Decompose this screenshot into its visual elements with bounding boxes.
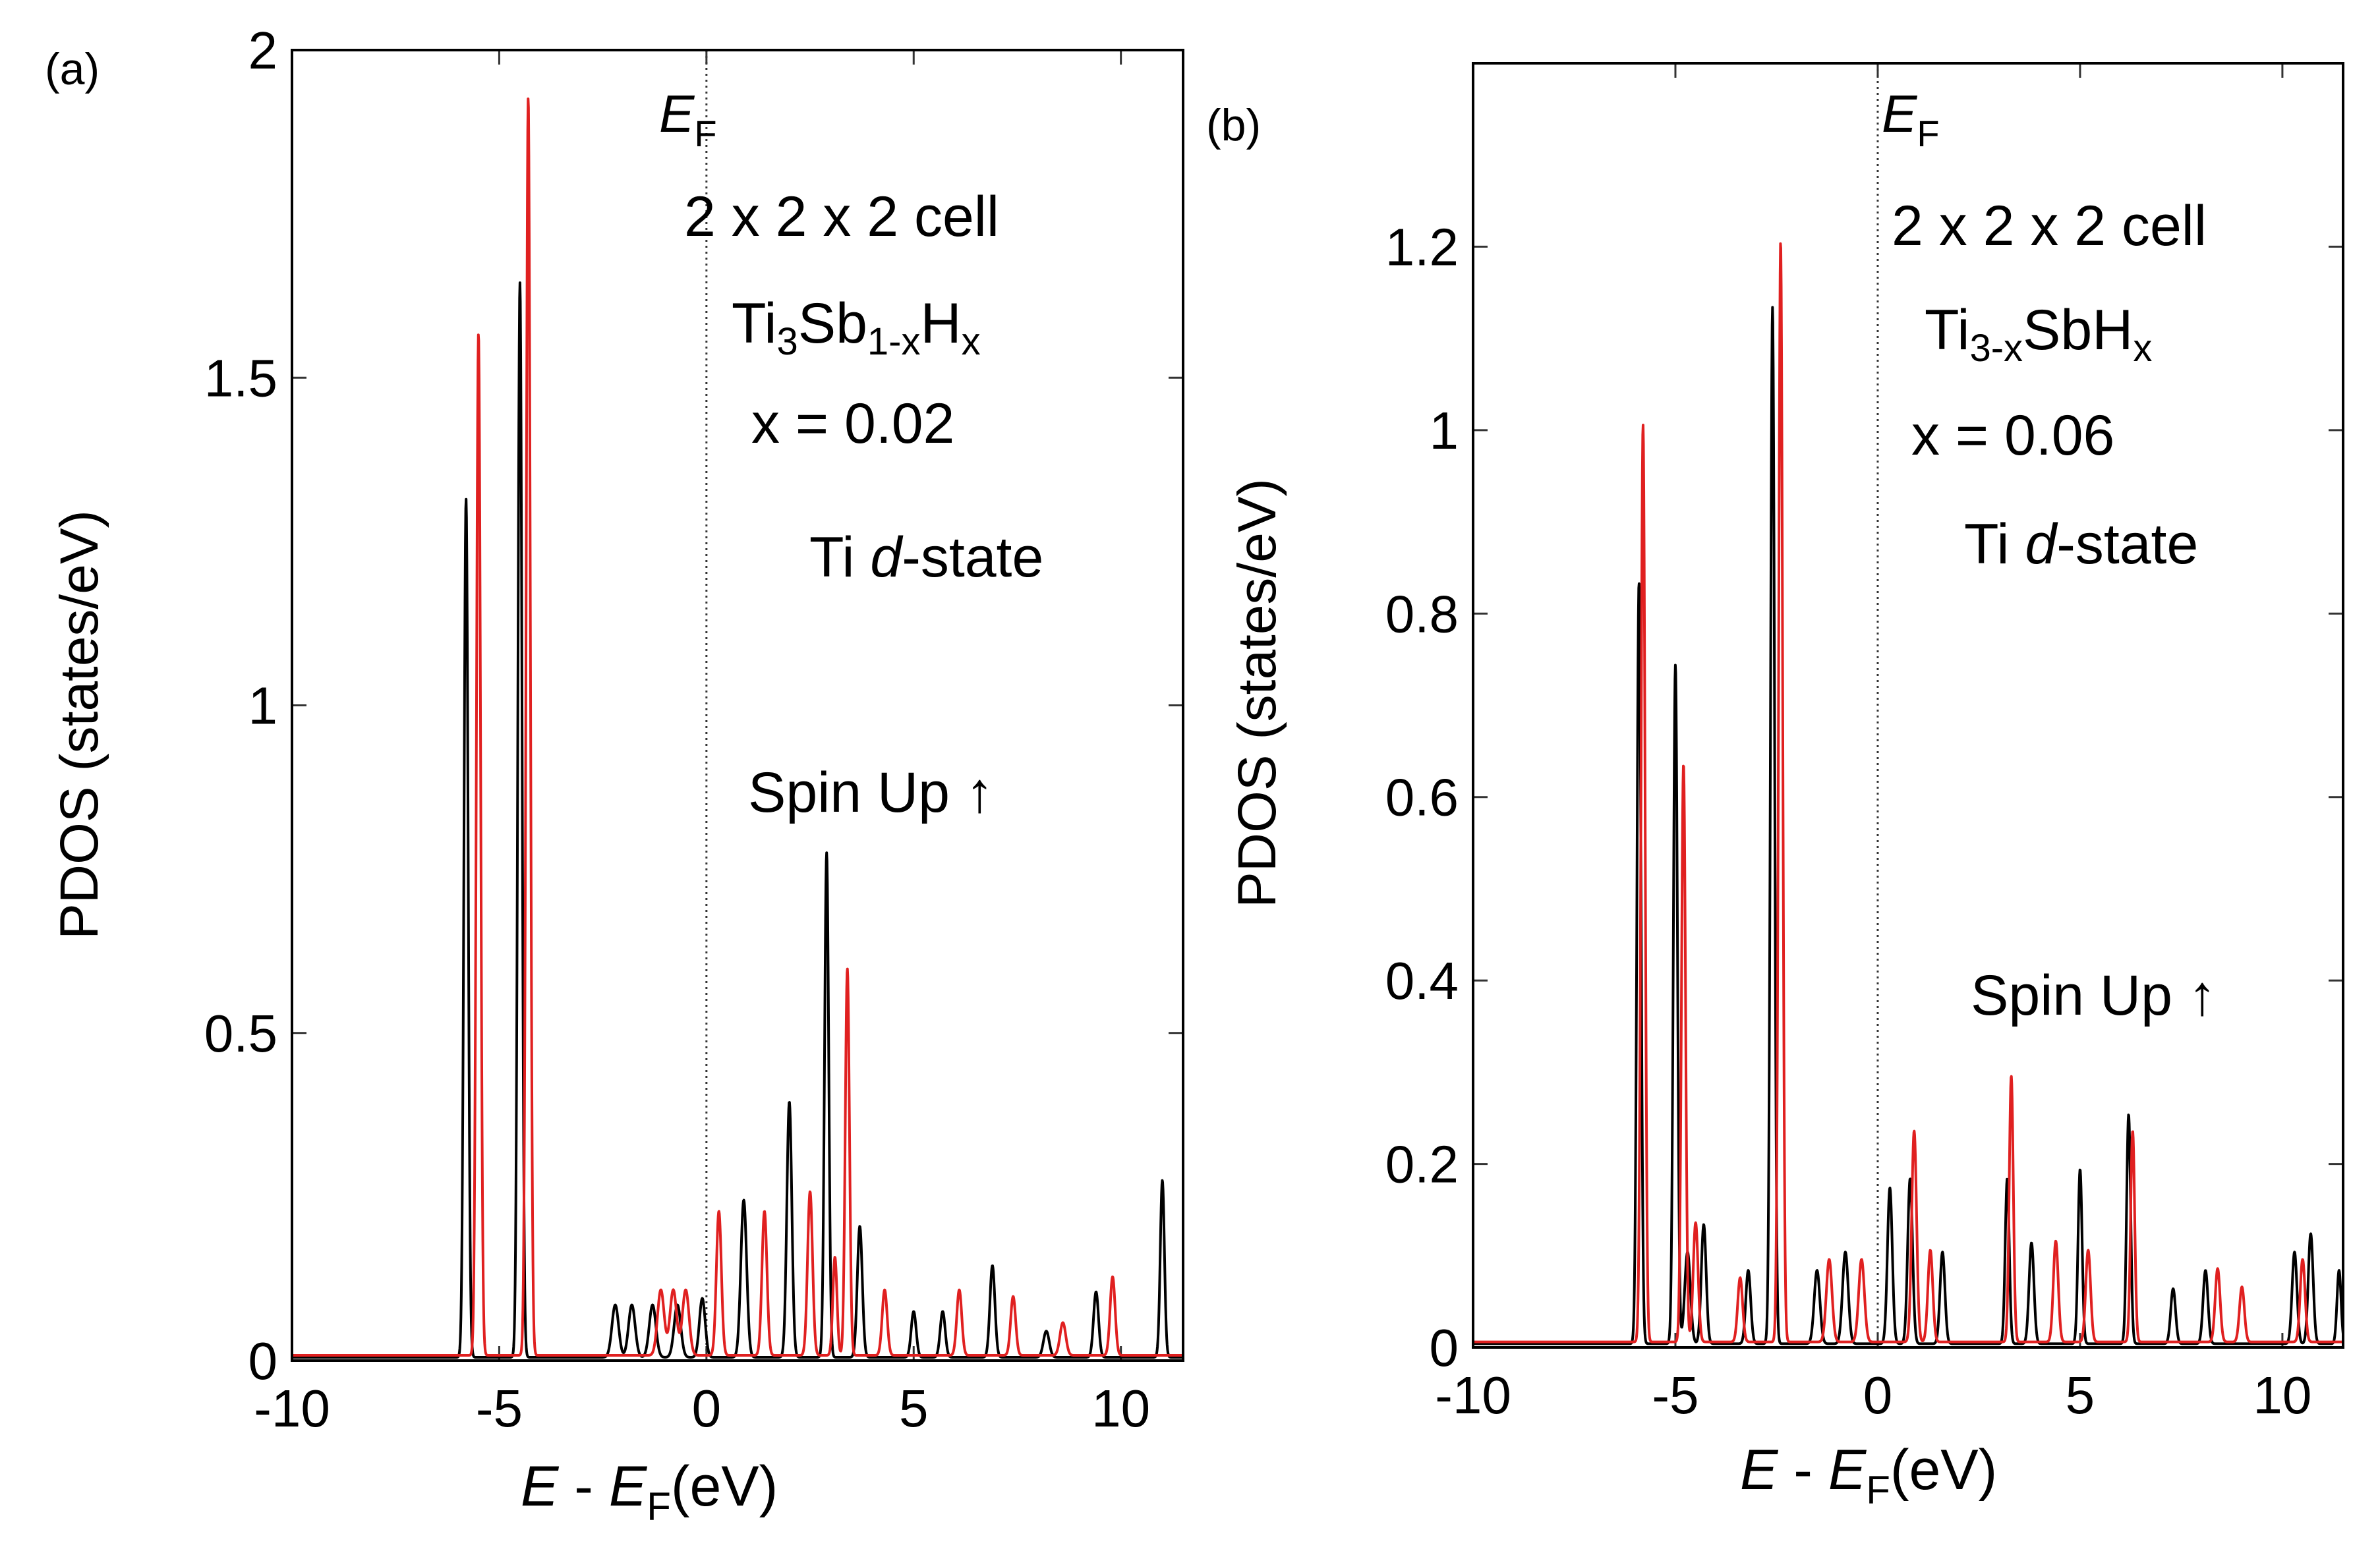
panel-b-y-tick-label: 0.6: [1385, 768, 1459, 827]
panel-b-y-tick-label: 0.8: [1385, 584, 1459, 643]
panel-b-series-black: [1472, 306, 2344, 1345]
panel-a: (a) PDOS (states/eV) 0 0.5 1 1.5 2 -10 -5 0 5 10…: [45, 21, 1184, 1529]
panel-a-y-axis-label: PDOS (states/eV): [49, 510, 109, 940]
panel-a-x-value: x = 0.02: [751, 392, 954, 455]
panel-a-cell-label: 2 x 2 x 2 cell: [684, 185, 999, 248]
panel-a-x-axis-e: E: [521, 1455, 560, 1518]
panel-a-formula-ti: Ti: [732, 292, 776, 355]
panel-a-y-tick-label: 1.5: [204, 349, 277, 407]
panel-b-y-tick-label: 0.4: [1385, 951, 1459, 1010]
panel-a-y-tick-label: 0: [248, 1332, 278, 1390]
panel-a-x-tick-label: 5: [899, 1379, 929, 1438]
panel-a-x-tick-label: -10: [254, 1379, 330, 1438]
panel-b-x-axis-minus: -: [1778, 1438, 1828, 1502]
panel-b-series-red: [1472, 242, 2344, 1343]
panel-b-pdos-lines: [1472, 242, 2344, 1345]
panel-b-fermi-label-f: F: [1917, 113, 1939, 154]
panel-b-state-ti: Ti: [1964, 513, 2025, 576]
panel-a-formula-sub-x: x: [962, 320, 981, 363]
panel-b-x-tick-label: -10: [1435, 1366, 1511, 1425]
panel-b-x-tick-label: -5: [1652, 1366, 1698, 1425]
panel-a-x-tick-label: 0: [692, 1379, 722, 1438]
panel-a-y-tick-label: 2: [248, 21, 278, 80]
panel-b-formula-sbh: SbH: [2023, 298, 2133, 362]
panel-a-y-tick-label: 0.5: [204, 1004, 277, 1063]
panel-a-formula: Ti3Sb1-xHx: [732, 292, 981, 363]
panel-a-formula-h: H: [921, 292, 962, 355]
panel-a-formula-sb: Sb: [798, 292, 867, 355]
panel-a-state-rest: -state: [902, 526, 1043, 589]
panel-b-x-tick-label: 5: [2066, 1366, 2095, 1425]
panel-a-x-axis-ef-f: F: [647, 1484, 671, 1529]
panel-a-x-axis-unit: (eV): [671, 1455, 778, 1518]
panel-b-formula-sub-x: x: [2133, 327, 2152, 370]
panel-a-state-label: Ti d-state: [809, 526, 1043, 589]
panel-a-formula-sub-1x: 1-x: [867, 320, 921, 363]
panel-a-x-ticks: -10 -5 0 5 10: [254, 50, 1150, 1438]
panel-b-plot-frame: [1472, 62, 2344, 1349]
panel-b-label: (b): [1206, 100, 1261, 150]
panel-b-x-tick-label: 0: [1863, 1366, 1893, 1425]
panel-b-state-label: Ti d-state: [1964, 513, 2198, 576]
panel-a-x-tick-label: -5: [476, 1379, 523, 1438]
panel-b: (b) PDOS (states/eV) 0 0.2 0.4 0.6 0.8 1 1.2 -…: [1206, 62, 2344, 1512]
panel-a-y-ticks: 0 0.5 1 1.5 2: [204, 21, 1183, 1390]
panel-b-y-tick-label: 0: [1430, 1318, 1459, 1377]
panel-a-x-tick-label: 10: [1091, 1379, 1150, 1438]
panel-a-formula-sub-3: 3: [776, 320, 798, 363]
panel-b-fermi-label-e: E: [1882, 84, 1918, 143]
panel-b-state-rest: -state: [2056, 513, 2198, 576]
panel-b-formula-ti: Ti: [1925, 298, 1969, 362]
panel-b-state-d: d: [2025, 513, 2058, 576]
panel-a-pdos-lines: [291, 97, 1184, 1359]
panel-a-fermi-label-e: E: [659, 84, 695, 143]
panel-b-formula-sub-3x: 3-x: [1969, 327, 2023, 370]
panel-b-x-tick-label: 10: [2253, 1366, 2311, 1425]
panel-a-state-d: d: [870, 526, 904, 589]
panel-b-x-axis-label: E - EF(eV): [1740, 1438, 1997, 1512]
panel-a-fermi-label-f: F: [694, 113, 716, 154]
panel-a-y-tick-label: 1: [248, 677, 278, 735]
panel-b-y-tick-label: 0.2: [1385, 1135, 1459, 1194]
panel-b-y-tick-label: 1: [1430, 401, 1459, 460]
panel-b-y-axis-label: PDOS (states/eV): [1227, 478, 1287, 908]
panel-a-fermi-label: EF: [659, 84, 717, 154]
panel-b-fermi-label: EF: [1882, 84, 1940, 154]
panel-b-x-ticks: -10 -5 0 5 10: [1435, 63, 2311, 1425]
panel-a-x-axis-ef-e: E: [609, 1455, 648, 1518]
panel-a-x-axis-minus: -: [558, 1455, 608, 1518]
panel-b-x-axis-unit: (eV): [1890, 1438, 1997, 1502]
panel-b-y-tick-label: 1.2: [1385, 217, 1459, 276]
panel-b-cell-label: 2 x 2 x 2 cell: [1892, 194, 2207, 258]
panel-b-x-axis-ef-f: F: [1866, 1468, 1890, 1512]
panel-a-series-black: [291, 281, 1184, 1359]
panel-a-state-ti: Ti: [809, 526, 870, 589]
panel-b-x-value: x = 0.06: [1911, 404, 2114, 467]
panel-b-formula: Ti3-xSbHx: [1925, 298, 2152, 370]
panel-b-spin-label: Spin Up ↑: [1971, 964, 2217, 1027]
panel-a-plot-frame: [291, 49, 1184, 1362]
panel-b-y-ticks: 0 0.2 0.4 0.6 0.8 1 1.2: [1385, 217, 2343, 1377]
panel-b-x-axis-ef-e: E: [1828, 1438, 1867, 1502]
panel-a-label: (a): [45, 44, 100, 94]
panel-a-series-red: [291, 97, 1184, 1357]
panel-b-x-axis-e: E: [1740, 1438, 1779, 1502]
panel-a-spin-label: Spin Up ↑: [748, 761, 994, 824]
panel-a-x-axis-label: E - EF(eV): [521, 1455, 778, 1529]
